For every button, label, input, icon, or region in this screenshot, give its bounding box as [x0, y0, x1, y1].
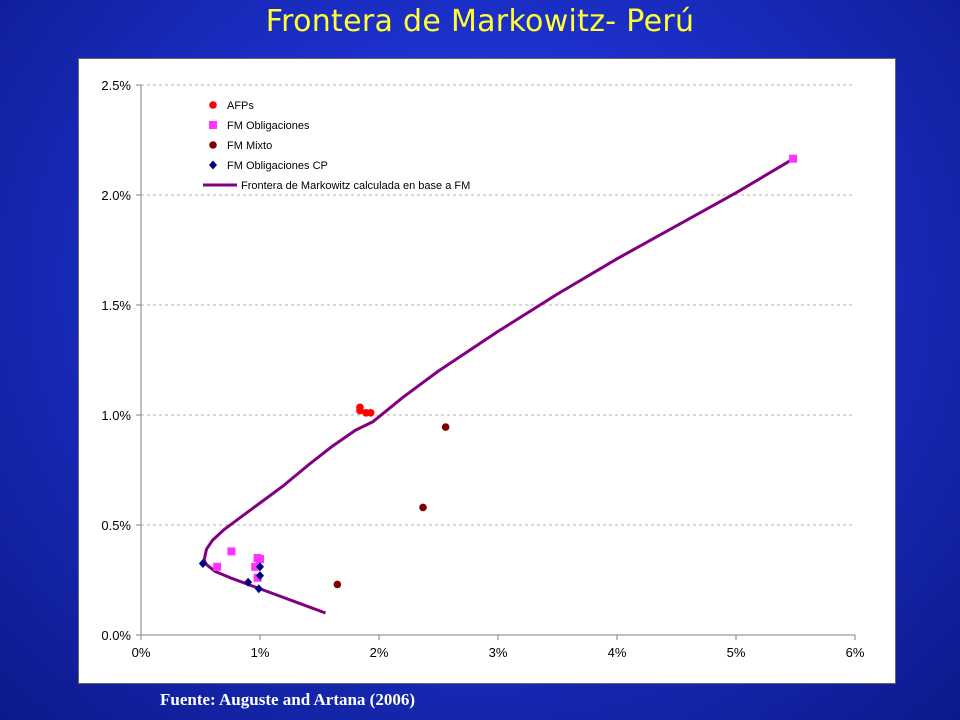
point-fm-obligaciones-cp — [244, 577, 253, 587]
x-tick-label: 2% — [370, 645, 389, 660]
legend-swatch-fm-obligaciones — [209, 121, 217, 129]
point-fm-obligaciones-cp — [198, 559, 207, 568]
x-tick-label: 5% — [727, 645, 746, 660]
point-fm-obligaciones-cp — [254, 584, 263, 594]
gridlines — [141, 84, 855, 526]
legend-label-afps: AFPs — [227, 100, 254, 112]
point-fm-obligaciones-cp — [256, 562, 264, 572]
legend-label-fm-obligaciones-cp: FM Obligaciones CP — [227, 160, 328, 172]
axes: 0.0% 0.5% 1.0% 1.5% 2.0% 2.5% 0% 1% 2% 3% 4% 5% 6% — [101, 78, 864, 660]
legend-swatch-fm-mixto — [209, 141, 217, 149]
legend-label-fm-mixto: FM Mixto — [227, 140, 272, 152]
y-tick-label: 1.5% — [101, 298, 131, 313]
point-fm-mixto — [333, 580, 342, 589]
frontier-line-layer — [202, 156, 797, 615]
x-tick-label: 1% — [251, 645, 270, 660]
markowitz-chart: 0.0% 0.5% 1.0% 1.5% 2.0% 2.5% 0% 1% 2% 3% 4% 5% 6% A… — [101, 78, 864, 660]
legend-swatch-afps — [209, 101, 217, 109]
y-tick-label: 1.0% — [101, 408, 131, 423]
point-fm-mixto — [441, 423, 450, 431]
legend-label-fm-obligaciones: FM Obligaciones — [227, 120, 310, 132]
frontier-line — [202, 156, 797, 615]
point-fm-obligaciones — [227, 547, 236, 556]
point-afps — [356, 406, 364, 415]
point-fm-obligaciones — [251, 562, 260, 571]
point-fm-obligaciones — [256, 555, 264, 564]
slide-title: Frontera de Markowitz- Perú — [265, 4, 695, 39]
point-fm-mixto — [419, 503, 427, 512]
x-tick-label: 4% — [608, 645, 627, 660]
legend: AFPs FM Obligaciones FM Mixto FM Obligacion… — [203, 100, 470, 192]
point-afps — [366, 409, 375, 417]
point-fm-obligaciones — [213, 562, 222, 571]
x-tick-label: 3% — [489, 645, 508, 660]
y-tick-label: 2.0% — [101, 188, 131, 203]
y-tick-label: 0.0% — [101, 628, 131, 643]
legend-swatch-fm-obligaciones-cp — [209, 160, 217, 170]
legend-label-frontera-de-markowitz-calculada-en-base-a-fm: Frontera de Markowitz calculada en base … — [241, 180, 470, 192]
y-tick-label: 2.5% — [101, 78, 131, 93]
point-fm-obligaciones — [253, 573, 262, 582]
x-tick-label: 0% — [132, 645, 151, 660]
source-note: Fuente: Auguste and Artana (2006) — [160, 690, 416, 709]
y-tick-label: 0.5% — [101, 518, 131, 533]
data-points — [198, 154, 798, 594]
point-fm-obligaciones — [789, 154, 798, 163]
point-fm-obligaciones-cp — [256, 571, 264, 581]
chart-frame: 0.0% 0.5% 1.0% 1.5% 2.0% 2.5% 0% 1% 2% 3% 4% 5% 6% A… — [78, 58, 896, 684]
x-tick-label: 6% — [846, 645, 865, 660]
